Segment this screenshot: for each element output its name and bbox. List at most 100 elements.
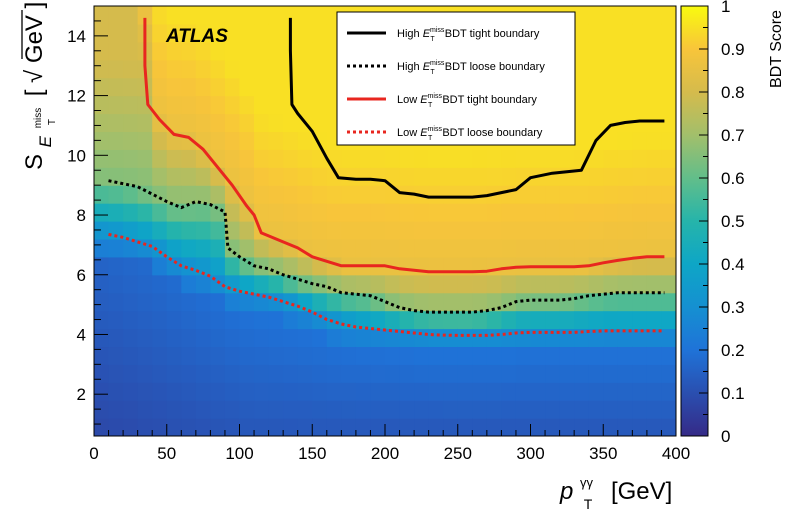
heatmap-cell bbox=[108, 167, 124, 186]
heatmap-cell bbox=[224, 292, 241, 312]
heatmap-cell bbox=[632, 310, 648, 330]
heatmap-cell bbox=[501, 167, 517, 186]
heatmap-cell bbox=[588, 274, 604, 294]
heatmap-cell bbox=[632, 346, 648, 365]
heatmap-cell bbox=[94, 256, 110, 276]
heatmap-cell bbox=[661, 238, 676, 258]
heatmap-cell bbox=[646, 131, 663, 150]
heatmap-cell bbox=[428, 167, 444, 186]
heatmap-cell bbox=[617, 382, 633, 401]
heatmap-cell bbox=[94, 185, 110, 204]
heatmap-cell bbox=[646, 221, 663, 240]
heatmap-cell bbox=[559, 149, 575, 168]
heatmap-cell bbox=[254, 149, 270, 168]
heatmap-cell bbox=[181, 310, 197, 330]
heatmap-cell bbox=[501, 256, 517, 276]
heatmap-cell bbox=[268, 310, 284, 330]
heatmap-cell bbox=[661, 292, 676, 312]
heatmap-cell bbox=[312, 418, 328, 436]
heatmap-cell bbox=[574, 59, 590, 79]
heatmap-cell bbox=[603, 41, 619, 61]
heatmap-cell bbox=[603, 131, 619, 150]
heatmap-cell bbox=[428, 364, 444, 383]
heatmap-cell bbox=[181, 149, 197, 168]
heatmap-cell bbox=[603, 203, 619, 222]
heatmap-cell bbox=[108, 400, 124, 419]
heatmap-cell bbox=[195, 95, 211, 115]
heatmap-cell bbox=[385, 364, 401, 383]
svg-text:S E miss T: S E miss T [ √ GeV ] bbox=[20, 2, 61, 170]
heatmap-cell bbox=[108, 113, 124, 133]
heatmap-cell bbox=[355, 149, 372, 168]
heatmap-cell bbox=[617, 6, 633, 25]
heatmap-cell bbox=[224, 328, 241, 348]
heatmap-cell bbox=[457, 328, 473, 348]
heatmap-cell bbox=[254, 41, 270, 61]
heatmap-cell bbox=[530, 292, 546, 312]
heatmap-cell bbox=[632, 400, 648, 419]
heatmap-cell bbox=[210, 238, 226, 258]
heatmap-cell bbox=[603, 59, 619, 79]
heatmap-cell bbox=[137, 113, 153, 133]
heatmap-cell bbox=[574, 418, 590, 436]
heatmap-cell bbox=[428, 400, 444, 419]
heatmap-cell bbox=[632, 95, 648, 115]
heatmap-cell bbox=[94, 292, 110, 312]
heatmap-cell bbox=[574, 292, 590, 312]
heatmap-cell bbox=[283, 149, 299, 168]
heatmap-cell bbox=[559, 238, 575, 258]
heatmap-cell bbox=[530, 203, 546, 222]
heatmap-cell bbox=[661, 400, 676, 419]
heatmap-cell bbox=[603, 328, 619, 348]
heatmap-cell bbox=[341, 221, 357, 240]
heatmap-cell bbox=[661, 328, 676, 348]
heatmap-cell bbox=[152, 292, 168, 312]
heatmap-cell bbox=[545, 221, 561, 240]
x-tick-label: 100 bbox=[225, 444, 253, 463]
heatmap-cell bbox=[341, 149, 357, 168]
heatmap-cell bbox=[210, 221, 226, 240]
heatmap-cell bbox=[617, 256, 633, 276]
heatmap-cell bbox=[94, 400, 110, 419]
heatmap-cell bbox=[617, 221, 633, 240]
heatmap-cell bbox=[181, 41, 197, 61]
heatmap-cell bbox=[123, 77, 139, 97]
heatmap-cell bbox=[603, 346, 619, 365]
heatmap-cell bbox=[108, 292, 124, 312]
heatmap-cell bbox=[195, 256, 211, 276]
heatmap-cell bbox=[254, 274, 270, 294]
heatmap-cell bbox=[428, 203, 444, 222]
heatmap-cell bbox=[268, 364, 284, 383]
heatmap-cell bbox=[457, 149, 473, 168]
heatmap-cell bbox=[559, 418, 575, 436]
heatmap-cell bbox=[166, 41, 182, 61]
heatmap-cell bbox=[181, 221, 197, 240]
heatmap-cell bbox=[326, 185, 342, 204]
heatmap-cell bbox=[181, 77, 197, 97]
heatmap-cell bbox=[632, 292, 648, 312]
heatmap-cell bbox=[195, 23, 211, 43]
heatmap-cell bbox=[588, 346, 604, 365]
heatmap-cell bbox=[123, 418, 139, 436]
heatmap-cell bbox=[545, 400, 561, 419]
legend-label: Low Emiss T BDT tight boundary bbox=[397, 93, 537, 109]
heatmap-cell bbox=[195, 131, 211, 150]
heatmap-cell bbox=[472, 203, 488, 222]
heatmap-cell bbox=[501, 418, 517, 436]
heatmap-cell bbox=[574, 400, 590, 419]
heatmap-cell bbox=[399, 238, 415, 258]
heatmap-cell bbox=[486, 238, 502, 258]
heatmap-cell bbox=[195, 382, 211, 401]
heatmap-cell bbox=[385, 418, 401, 436]
heatmap-cell bbox=[617, 77, 633, 97]
heatmap-cell bbox=[181, 364, 197, 383]
heatmap-cell bbox=[297, 328, 313, 348]
heatmap-cell bbox=[530, 238, 546, 258]
heatmap-cell bbox=[297, 149, 313, 168]
heatmap-cell bbox=[486, 274, 502, 294]
heatmap-cell bbox=[617, 185, 633, 204]
heatmap-cell bbox=[137, 95, 153, 115]
heatmap-cell bbox=[661, 59, 676, 79]
heatmap-cell bbox=[210, 77, 226, 97]
heatmap-cell bbox=[283, 256, 299, 276]
